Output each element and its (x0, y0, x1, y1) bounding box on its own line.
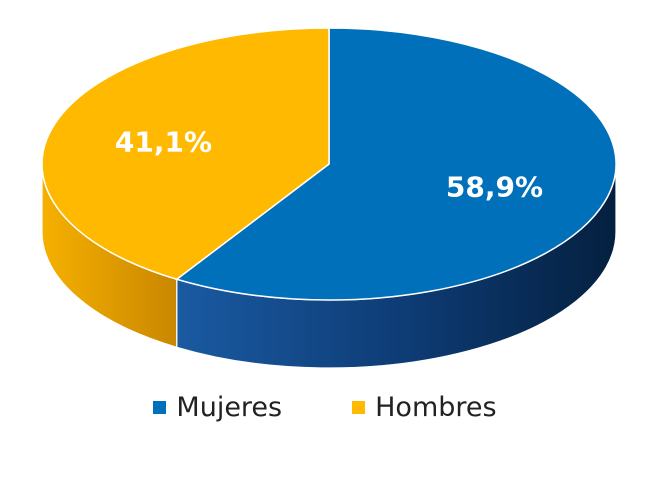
legend-swatch-hombres (352, 401, 366, 414)
pie-slice-mujeres (175, 27, 617, 301)
data-label-mujeres: 58,9% (446, 171, 543, 204)
legend: Mujeres Hombres (0, 392, 650, 423)
legend-swatch-mujeres (153, 401, 167, 414)
legend-item-hombres: Hombres (352, 392, 497, 423)
pie-chart: 58,9% 41,1% (41, 27, 617, 369)
legend-item-mujeres: Mujeres (153, 392, 282, 423)
data-label-hombres: 41,1% (115, 126, 212, 159)
legend-label-hombres: Hombres (375, 392, 497, 423)
legend-label-mujeres: Mujeres (176, 392, 283, 423)
pie-slice-hombres (41, 27, 330, 281)
